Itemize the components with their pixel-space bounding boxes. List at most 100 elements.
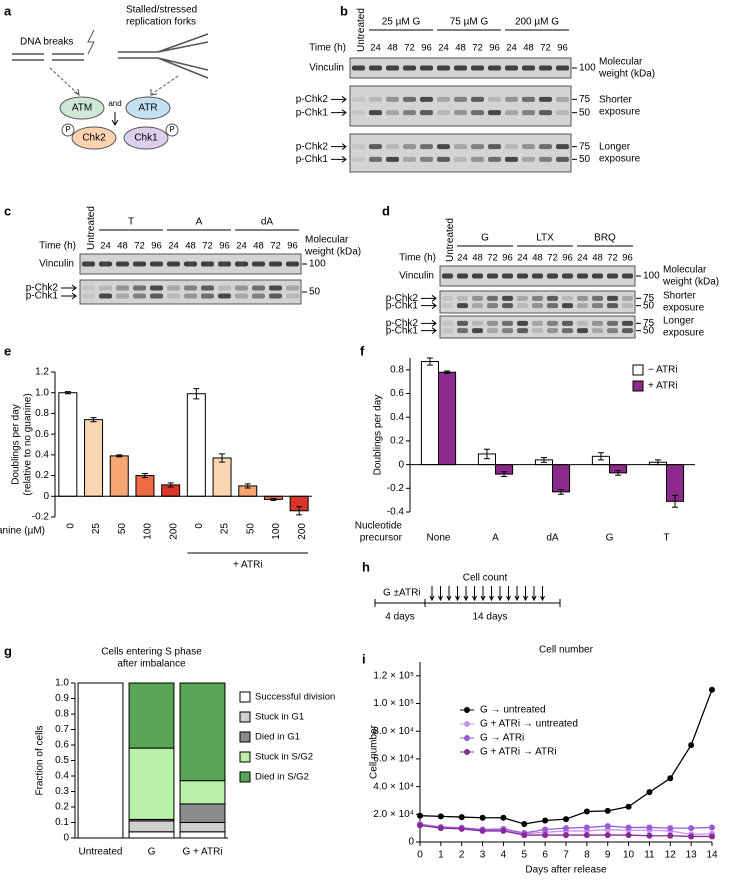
legend-swatch <box>239 711 251 723</box>
blot-band <box>488 96 501 102</box>
point <box>625 803 632 810</box>
blot-band <box>167 293 180 299</box>
time: 96 <box>421 43 432 54</box>
time: 96 <box>151 241 162 252</box>
blot-band <box>607 295 618 301</box>
row-label: p-Chk1 <box>296 154 329 165</box>
blot-band <box>437 65 450 71</box>
blot-band <box>420 65 433 71</box>
bar-segment <box>128 682 175 749</box>
blot-band <box>577 328 588 334</box>
row-arrow <box>421 319 437 327</box>
point <box>458 814 465 821</box>
time: 72 <box>134 241 145 252</box>
time: 48 <box>185 241 196 252</box>
y-tick-label: 1.0 <box>35 387 49 398</box>
time: 24 <box>370 43 381 54</box>
bar <box>84 419 104 497</box>
x-tick-label: 100 <box>143 523 154 540</box>
time: 48 <box>472 253 483 264</box>
blot-band <box>150 293 163 299</box>
row-label: p-Chk2 <box>296 94 329 105</box>
blot-strip <box>349 85 572 127</box>
blot-band <box>454 110 467 116</box>
chk1-node <box>123 126 169 150</box>
blot-band <box>184 293 197 299</box>
point <box>542 826 549 833</box>
point <box>646 789 653 796</box>
row-arrow <box>421 327 437 335</box>
point <box>500 814 507 821</box>
time: 48 <box>532 253 543 264</box>
blot-band <box>218 285 231 291</box>
blot-band <box>547 328 558 334</box>
x-tick-label: 0 <box>65 523 76 529</box>
panel-label: c <box>4 203 11 218</box>
y-axis-label: (relative to no guanine) <box>23 393 34 495</box>
x-tick-label: 4 <box>501 850 507 861</box>
blot-band <box>522 65 535 71</box>
blot-band <box>556 65 569 71</box>
time: 24 <box>577 253 588 264</box>
error-bar <box>219 453 226 463</box>
label: and <box>108 99 121 108</box>
blot-band <box>454 96 467 102</box>
blot-band <box>150 285 163 291</box>
blot-band <box>386 110 399 116</box>
arrow-head <box>73 88 80 96</box>
error-bar <box>116 454 123 458</box>
error-bar <box>483 448 490 460</box>
panel-label: b <box>340 3 348 18</box>
blot-band <box>82 285 95 291</box>
y-tick-label: 0.8 <box>55 709 69 720</box>
blot-band <box>547 273 558 279</box>
blot-band <box>420 96 433 102</box>
blot-band <box>82 261 95 267</box>
arrow <box>111 112 119 126</box>
count-arrow <box>489 586 494 602</box>
time: 24 <box>457 253 468 264</box>
blot-band <box>577 273 588 279</box>
blot-band <box>522 110 535 116</box>
x-tick-label: 1 <box>438 850 444 861</box>
blot-band <box>592 328 603 334</box>
y-tick-label: 0 <box>398 459 404 470</box>
blot-band <box>442 273 453 279</box>
time-label: Time (h) <box>399 253 436 264</box>
y-tick-label: 1.0 × 10⁵ <box>373 698 414 709</box>
blot-band <box>562 295 573 301</box>
mw-label: weight (kDa) <box>598 69 655 80</box>
point <box>417 812 423 819</box>
panel-label: a <box>4 3 12 18</box>
blot-band <box>252 261 265 267</box>
blot-band <box>556 144 569 150</box>
blot-band <box>99 285 112 291</box>
count-arrow <box>463 586 469 602</box>
blot-band <box>369 110 382 116</box>
y-tick-label: 0.6 <box>35 429 49 440</box>
dashed-arrow <box>151 75 179 95</box>
blot-band <box>532 295 543 301</box>
row-arrow <box>61 284 77 292</box>
mw-label: weight (kDa) <box>662 277 719 288</box>
lane-label: Untreated <box>86 206 97 250</box>
label: DNA breaks <box>20 37 73 48</box>
time: 72 <box>472 43 483 54</box>
error-bar <box>64 391 71 395</box>
exposure-label: exposure <box>663 303 705 314</box>
blot-band <box>592 295 603 301</box>
blot-band <box>532 320 543 326</box>
y-axis-label: Doublings per day <box>11 404 22 485</box>
count-arrow <box>438 586 443 602</box>
blot-band <box>502 303 513 309</box>
bar <box>109 455 129 497</box>
blot-band <box>539 156 552 162</box>
x-tick-label: 100 <box>271 523 282 540</box>
exposure-label: Shorter <box>599 95 632 106</box>
error-bar <box>244 483 251 489</box>
row-arrow <box>331 155 347 163</box>
point <box>583 832 590 839</box>
y-axis-label: Fraction of cells <box>35 725 46 795</box>
error-bar <box>558 488 565 495</box>
blot-band <box>556 96 569 102</box>
